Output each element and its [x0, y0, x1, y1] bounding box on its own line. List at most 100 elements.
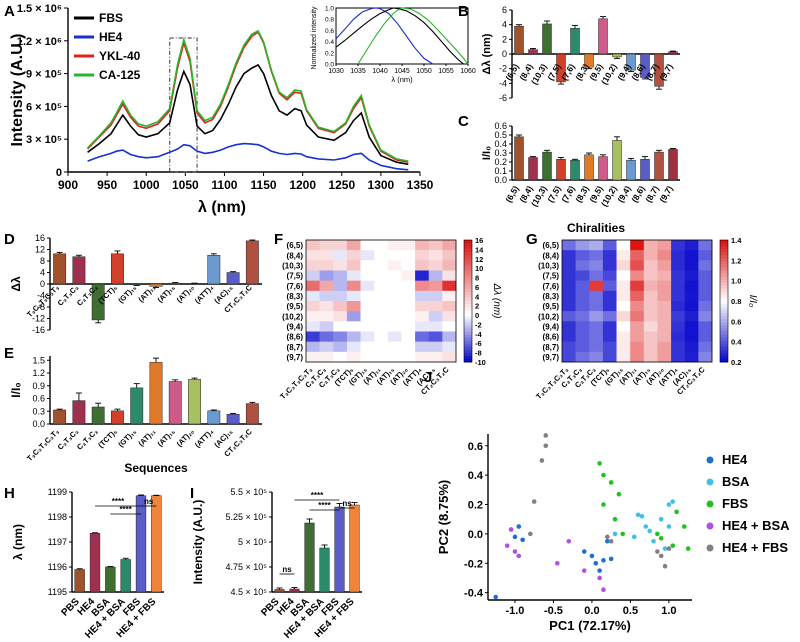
heatmap-cell [657, 280, 672, 292]
colorbar-tick-label: 1.4 [731, 236, 742, 245]
heatmap-cell [671, 280, 686, 292]
inset-y-tick-label: 0.2 [325, 50, 334, 57]
row-label: (7,5) [287, 272, 304, 281]
heatmap-cell [360, 240, 375, 251]
y-tick-label: 5.25 × 10⁵ [225, 512, 267, 522]
heatmap-cell [643, 260, 658, 271]
heatmap-cell [346, 351, 361, 363]
colorbar-segment [464, 325, 472, 329]
colorbar-tick-label: 0.4 [731, 338, 742, 347]
heatmap-cell [562, 260, 576, 271]
scatter-point [554, 560, 560, 566]
scatter-point [612, 531, 618, 537]
scatter-point [662, 546, 668, 551]
heatmap-cell [684, 301, 699, 312]
x-tick-label: 1250 [328, 178, 355, 192]
x-tick-label: 1.0 [661, 605, 676, 617]
heatmap-cell [698, 260, 713, 271]
heatmap-cell [360, 311, 375, 322]
bar [72, 256, 86, 285]
y-axis-label: Intensity (A.U.) [9, 34, 26, 147]
heatmap-cell [428, 240, 443, 251]
scatter-point [601, 587, 606, 593]
row-label: (8,4) [287, 251, 304, 260]
row-label: (9,7) [543, 353, 560, 362]
heatmap-cell [346, 250, 361, 261]
heatmap-cell [630, 270, 645, 281]
heatmap-cell [630, 280, 645, 292]
scatter-point [639, 513, 645, 519]
y-axis-label: I/I₀ [481, 146, 493, 160]
heatmap-cell [387, 270, 402, 281]
colorbar-tick-label: 16 [475, 236, 483, 245]
heatmap-cell [333, 260, 348, 271]
heatmap-cell [442, 341, 457, 353]
colorbar-segment [464, 334, 472, 339]
category-label: (6,5) [503, 184, 520, 204]
heatmap-cell [602, 250, 617, 261]
heatmap-cell [684, 250, 699, 261]
colorbar-segment [464, 285, 472, 290]
colorbar-tick-label: -2 [475, 320, 482, 329]
heatmap-cell [684, 240, 699, 251]
colorbar-segment [720, 261, 728, 265]
panel-label: D [4, 231, 15, 248]
heatmap-cell [387, 240, 402, 251]
scatter-point [601, 558, 606, 563]
colorbar-tick-label: -10 [475, 358, 486, 367]
y-tick-label: 4.75 × 10⁵ [225, 562, 267, 572]
heatmap-cell [630, 321, 645, 332]
panel-g: (6,5)(8,4)(10,3) (7,5)(7,6)(8,3)(9,5)(10,… [534, 236, 758, 401]
colorbar-segment [464, 307, 472, 311]
y-tick-label: -12 [32, 314, 45, 324]
heatmap-cell [401, 311, 416, 322]
bar [289, 588, 300, 593]
panel-e: 0.00.30.60.91.21.5T₃C₃T₃C₃T₃C₃T₃C₃C₃T₃C₃… [9, 355, 262, 475]
scatter-point [608, 538, 614, 544]
category-label: (TCT)₅ [96, 427, 119, 450]
inset-x-tick-label: 1055 [438, 68, 454, 75]
heatmap-cell [319, 270, 334, 281]
scatter-point [581, 549, 587, 554]
heatmap-cell [319, 260, 334, 271]
scatter-point [605, 538, 610, 544]
category-label: C₃T₃C₃ [75, 427, 100, 452]
heatmap-cell [602, 311, 617, 322]
y-tick-label: 0.9 [32, 381, 45, 391]
heatmap-cell [306, 351, 320, 363]
colorbar-segment [464, 288, 472, 293]
heatmap-frame [561, 239, 713, 363]
heatmap-cell [442, 290, 457, 302]
heatmap-cell [401, 290, 416, 302]
legend-label: CA-125 [99, 68, 141, 82]
y-tick-label: 0 [56, 167, 62, 179]
heatmap-cell [415, 270, 430, 281]
heatmap-cell [616, 321, 631, 332]
colorbar-segment [464, 246, 472, 250]
y-tick-label: 0.3 [494, 148, 507, 158]
legend-label: HE4 + FBS [722, 540, 788, 555]
y-tick-label: 0.0 [32, 419, 45, 429]
x-tick-label: 1050 [172, 178, 199, 192]
scatter-point [528, 531, 533, 537]
heatmap-cell [630, 341, 645, 353]
heatmap-cell [698, 341, 713, 353]
heatmap-cell [387, 321, 402, 332]
colorbar-segment [464, 355, 472, 360]
x-tick-label: -1.0 [505, 605, 524, 617]
bar [226, 272, 240, 285]
heatmap-cell [346, 280, 361, 292]
heatmap-frame [305, 239, 457, 363]
panel-a: 900 950 1000 1050 1100 1150 1200 1250 1300 1350 0 3… [9, 3, 476, 216]
colorbar-segment [464, 346, 472, 351]
heatmap-cell [346, 260, 361, 271]
heatmap-cell [698, 311, 713, 322]
scatter-point [643, 524, 649, 529]
heatmap-cell [643, 321, 658, 332]
heatmap-cell [562, 331, 576, 342]
y-tick-label: 5.5 × 10⁵ [230, 487, 267, 497]
bar [89, 533, 101, 593]
colorbar-frame [463, 239, 473, 363]
y-tick-label: -6 [499, 93, 507, 103]
heatmap-cell [630, 301, 645, 312]
